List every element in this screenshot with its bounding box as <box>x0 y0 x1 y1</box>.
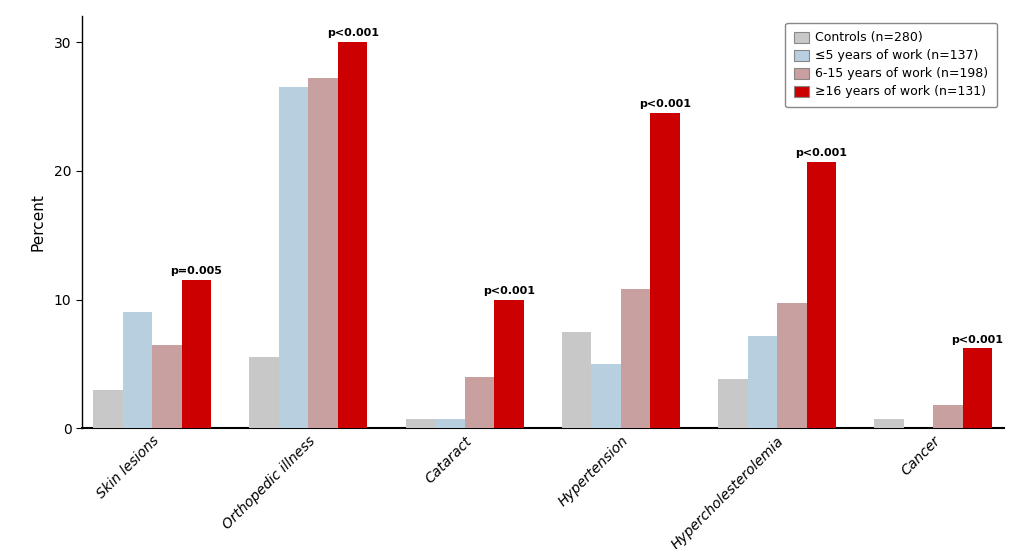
Bar <box>591 364 621 428</box>
Text: p<0.001: p<0.001 <box>483 285 535 296</box>
Bar <box>650 113 680 428</box>
Bar <box>435 419 465 428</box>
Bar <box>621 289 650 428</box>
Legend: Controls (n=280), ≤5 years of work (n=137), 6-15 years of work (n=198), ≥16 year: Controls (n=280), ≤5 years of work (n=13… <box>785 23 997 107</box>
Bar <box>933 405 963 428</box>
Bar <box>963 349 992 428</box>
Bar <box>465 377 495 428</box>
Bar <box>874 419 904 428</box>
Bar <box>153 345 181 428</box>
Bar <box>93 390 123 428</box>
Bar <box>279 87 308 428</box>
Bar <box>777 304 807 428</box>
Bar <box>308 79 338 428</box>
Text: p<0.001: p<0.001 <box>327 29 379 38</box>
Bar <box>748 335 777 428</box>
Bar <box>250 357 279 428</box>
Bar <box>406 419 435 428</box>
Bar <box>562 332 591 428</box>
Bar <box>338 42 368 428</box>
Y-axis label: Percent: Percent <box>31 193 45 251</box>
Text: p=0.005: p=0.005 <box>171 266 222 276</box>
Bar <box>495 300 523 428</box>
Bar <box>807 162 836 428</box>
Bar <box>123 312 153 428</box>
Bar <box>181 280 211 428</box>
Bar <box>718 379 748 428</box>
Text: p<0.001: p<0.001 <box>639 99 691 109</box>
Text: p<0.001: p<0.001 <box>951 334 1004 345</box>
Text: p<0.001: p<0.001 <box>796 148 847 158</box>
